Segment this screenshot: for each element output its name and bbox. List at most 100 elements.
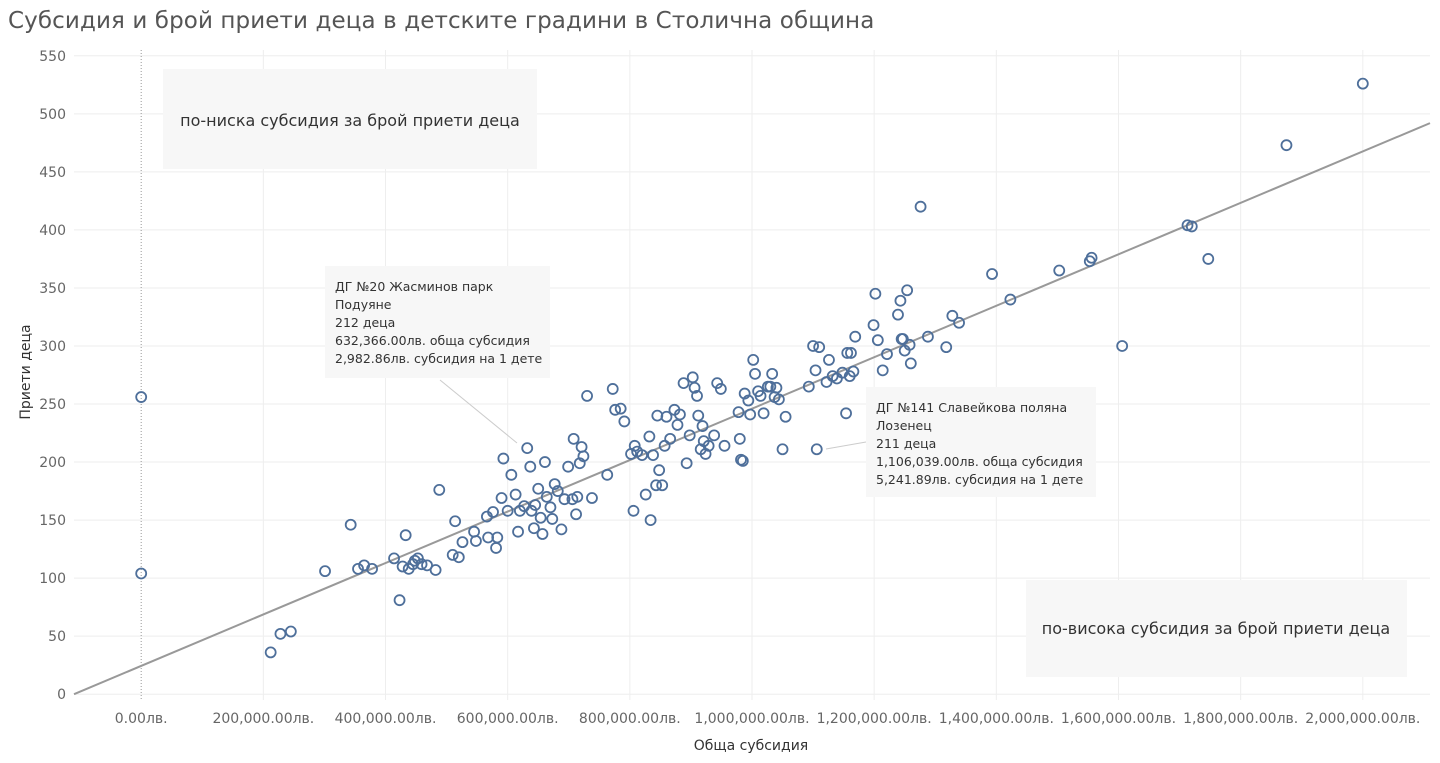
data-point[interactable] [749, 367, 761, 380]
data-point[interactable] [647, 449, 659, 461]
data-point[interactable] [764, 380, 777, 393]
data-point[interactable] [747, 354, 760, 366]
data-point[interactable] [770, 381, 783, 394]
data-point[interactable] [468, 525, 480, 538]
data-point[interactable] [567, 432, 580, 445]
data-point[interactable] [683, 429, 696, 442]
data-point[interactable] [660, 410, 673, 423]
data-point[interactable] [490, 542, 502, 554]
data-point[interactable] [986, 268, 998, 280]
data-point[interactable] [896, 333, 909, 345]
data-point[interactable] [686, 371, 699, 384]
data-point[interactable] [284, 625, 297, 638]
data-points[interactable] [135, 77, 1369, 659]
data-point[interactable] [644, 514, 657, 526]
data-point[interactable] [922, 330, 934, 343]
data-point[interactable] [628, 439, 641, 452]
data-point[interactable] [677, 377, 690, 390]
data-point[interactable] [674, 408, 686, 421]
data-point[interactable] [841, 347, 854, 359]
data-point[interactable] [881, 348, 893, 361]
data-point[interactable] [871, 334, 884, 347]
data-point[interactable] [845, 347, 857, 359]
data-point[interactable] [411, 552, 424, 565]
data-point[interactable] [696, 420, 709, 432]
data-point[interactable] [718, 439, 731, 452]
data-point[interactable] [319, 565, 331, 578]
data-point[interactable] [1185, 220, 1198, 233]
data-point[interactable] [135, 567, 148, 580]
data-point[interactable] [497, 452, 510, 465]
data-point[interactable] [536, 528, 549, 540]
data-point[interactable] [639, 488, 652, 501]
data-point[interactable] [586, 492, 598, 504]
data-point[interactable] [680, 457, 693, 470]
data-point[interactable] [708, 429, 721, 442]
data-point[interactable] [702, 439, 715, 452]
data-point[interactable] [738, 387, 751, 400]
data-point[interactable] [551, 485, 564, 497]
data-point[interactable] [408, 554, 421, 567]
data-point[interactable] [534, 511, 547, 524]
data-point[interactable] [820, 376, 833, 388]
data-point[interactable] [491, 531, 504, 544]
data-point[interactable] [529, 499, 542, 511]
data-point[interactable] [688, 381, 701, 394]
data-point[interactable] [525, 504, 538, 517]
data-point[interactable] [495, 492, 508, 504]
data-point[interactable] [809, 364, 822, 377]
data-point[interactable] [1356, 77, 1369, 90]
data-point[interactable] [352, 562, 364, 575]
data-point[interactable] [914, 200, 927, 213]
data-point[interactable] [946, 309, 959, 322]
data-point[interactable] [524, 460, 537, 473]
data-point[interactable] [528, 522, 540, 535]
data-point[interactable] [548, 478, 561, 491]
data-point[interactable] [650, 479, 663, 492]
data-point[interactable] [1202, 253, 1215, 265]
data-point[interactable] [691, 389, 703, 402]
data-point[interactable] [836, 366, 849, 379]
data-point[interactable] [742, 394, 755, 407]
data-point[interactable] [636, 449, 648, 461]
data-point[interactable] [810, 443, 823, 456]
data-point[interactable] [456, 536, 469, 549]
data-point[interactable] [757, 407, 770, 420]
data-point[interactable] [869, 287, 882, 300]
data-point[interactable] [772, 393, 785, 406]
data-point[interactable] [487, 506, 499, 518]
data-point[interactable] [449, 515, 462, 528]
data-point[interactable] [555, 523, 568, 536]
data-point[interactable] [807, 340, 819, 352]
data-point[interactable] [744, 408, 757, 421]
data-point[interactable] [570, 508, 582, 521]
data-point[interactable] [396, 560, 409, 573]
data-point[interactable] [802, 380, 815, 393]
data-point[interactable] [606, 383, 619, 395]
data-point[interactable] [505, 468, 518, 481]
data-point[interactable] [399, 529, 412, 542]
data-point[interactable] [776, 443, 789, 456]
data-point[interactable] [521, 442, 534, 455]
data-point[interactable] [452, 551, 465, 564]
data-point[interactable] [546, 513, 559, 525]
data-point[interactable] [627, 504, 640, 517]
data-point[interactable] [614, 402, 627, 415]
data-point[interactable] [344, 518, 357, 531]
data-point[interactable] [840, 407, 852, 420]
data-point[interactable] [903, 338, 916, 351]
data-point[interactable] [813, 341, 826, 354]
data-point[interactable] [393, 594, 406, 607]
data-point[interactable] [575, 441, 588, 453]
data-point[interactable] [135, 391, 148, 403]
data-point[interactable] [733, 432, 746, 445]
data-point[interactable] [540, 490, 553, 503]
data-point[interactable] [544, 501, 557, 514]
data-point[interactable] [766, 367, 779, 380]
data-point[interactable] [823, 354, 835, 366]
data-point[interactable] [366, 562, 378, 575]
data-point[interactable] [618, 415, 631, 428]
data-point[interactable] [867, 319, 880, 331]
data-point[interactable] [539, 456, 551, 468]
data-point[interactable] [415, 558, 428, 571]
